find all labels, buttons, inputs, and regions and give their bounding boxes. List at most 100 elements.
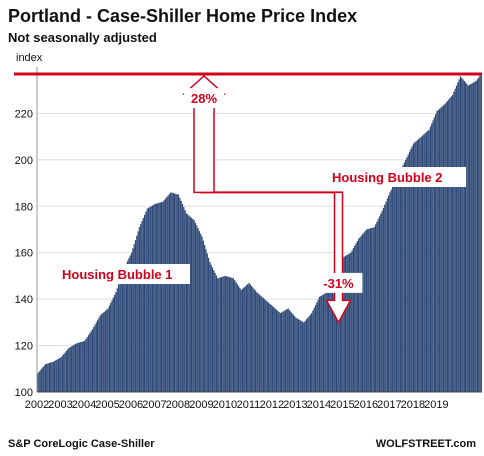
bar (412, 143, 415, 392)
bar (471, 83, 473, 392)
bar (352, 248, 355, 392)
bar (444, 104, 446, 392)
bar (248, 282, 250, 392)
bar (274, 308, 276, 392)
bar (257, 293, 259, 392)
bar (201, 236, 203, 392)
y-tick-label: 180 (15, 201, 33, 213)
bar (398, 173, 400, 392)
bar (254, 290, 257, 392)
bar (368, 228, 370, 392)
bar (364, 231, 366, 392)
bar (446, 101, 449, 393)
bar (314, 304, 317, 392)
bar (60, 357, 62, 392)
bar (275, 309, 278, 392)
bar (461, 77, 463, 392)
bar (326, 292, 328, 392)
bar (279, 313, 281, 392)
bar (391, 186, 394, 392)
x-tick-label: 2014 (307, 399, 331, 411)
bar (127, 260, 129, 392)
bar (312, 310, 314, 392)
bar (210, 264, 212, 392)
bar (376, 221, 378, 392)
bar (448, 99, 450, 392)
bar (235, 282, 237, 392)
bar (245, 285, 248, 392)
bar (72, 345, 74, 392)
bar (167, 195, 169, 392)
bar (63, 354, 65, 392)
bar (381, 210, 383, 392)
bar (442, 105, 445, 393)
bar (146, 208, 148, 392)
bar (480, 73, 482, 393)
bar (93, 327, 95, 392)
bar (271, 306, 274, 392)
bar (394, 181, 396, 392)
bar (137, 231, 139, 392)
bar (211, 267, 214, 392)
bar (453, 91, 455, 392)
x-tick-label: 2005 (95, 399, 119, 411)
bar (204, 244, 206, 392)
bar (205, 249, 207, 392)
bar (188, 215, 190, 392)
bar (214, 272, 216, 392)
bar (232, 278, 234, 392)
bar (73, 344, 75, 392)
bar (59, 357, 61, 392)
bar (207, 257, 210, 392)
bar (38, 371, 40, 392)
bar (249, 284, 251, 392)
bar (120, 276, 122, 392)
bar (338, 266, 340, 392)
source-label: S&P CoreLogic Case-Shiller (8, 438, 155, 450)
y-tick-label: 220 (15, 108, 33, 120)
bar (458, 79, 460, 392)
bar (77, 342, 79, 392)
bar (347, 254, 349, 392)
annotation-minus-31-percent-bg (314, 272, 363, 293)
bar (177, 194, 180, 392)
bar (334, 275, 336, 392)
bar (55, 360, 57, 392)
bar (457, 82, 459, 392)
annotation-housing-bubble-1: Housing Bubble 1 (62, 267, 173, 282)
bar (83, 340, 86, 392)
bar (267, 302, 270, 393)
bar (87, 335, 90, 393)
x-tick-label: 2002 (25, 399, 49, 411)
bar (321, 295, 323, 392)
x-tick-label: 2011 (237, 399, 261, 411)
bar (234, 280, 236, 392)
x-tick-label: 2013 (283, 399, 307, 411)
x-tick-label: 2017 (377, 399, 401, 411)
bar (292, 314, 295, 392)
bar (50, 362, 52, 392)
bar (224, 275, 227, 392)
bar (95, 322, 97, 392)
bar (351, 250, 353, 392)
bar (187, 214, 189, 392)
bar (174, 193, 176, 392)
bar (324, 293, 326, 392)
bar (239, 287, 241, 392)
bar (424, 133, 426, 392)
bar (104, 310, 107, 392)
bar (449, 97, 451, 392)
bar (124, 266, 126, 392)
bar (365, 229, 368, 392)
bar (402, 165, 404, 392)
bar (228, 277, 231, 392)
bar (372, 227, 374, 392)
bar (397, 176, 399, 392)
bar (70, 346, 73, 392)
bar (67, 349, 69, 392)
bar (175, 193, 177, 392)
bar (85, 338, 87, 392)
bar (264, 299, 266, 392)
bar (311, 313, 313, 392)
